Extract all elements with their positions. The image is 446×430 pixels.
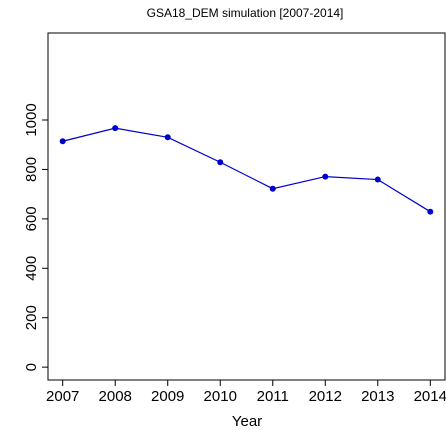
data-point <box>217 159 224 166</box>
y-tick-label: 200 <box>23 305 40 330</box>
x-tick-label: 2009 <box>151 388 184 405</box>
data-point <box>374 176 381 183</box>
data-point <box>59 138 66 145</box>
y-tick-label: 600 <box>23 206 40 231</box>
y-tick-label: 800 <box>23 157 40 182</box>
x-tick-label: 2010 <box>204 388 237 405</box>
y-tick-label: 400 <box>23 256 40 281</box>
x-tick-label: 2013 <box>361 388 394 405</box>
x-tick-label: 2007 <box>46 388 79 405</box>
x-tick-label: 2014 <box>414 388 446 405</box>
y-tick-label: 1000 <box>23 103 40 136</box>
chart-title: GSA18_DEM simulation [2007-2014] <box>147 6 344 20</box>
data-point <box>164 134 171 141</box>
x-axis-title: Year <box>232 413 262 430</box>
data-point <box>322 173 329 180</box>
plot-frame <box>47 32 446 381</box>
x-tick-label: 2008 <box>99 388 132 405</box>
x-tick-label: 2012 <box>309 388 342 405</box>
x-tick-label: 2011 <box>257 388 289 405</box>
data-line <box>62 127 431 213</box>
data-point <box>269 185 276 192</box>
y-tick-label: 0 <box>23 363 40 371</box>
data-point <box>427 208 434 215</box>
data-point <box>112 125 119 132</box>
